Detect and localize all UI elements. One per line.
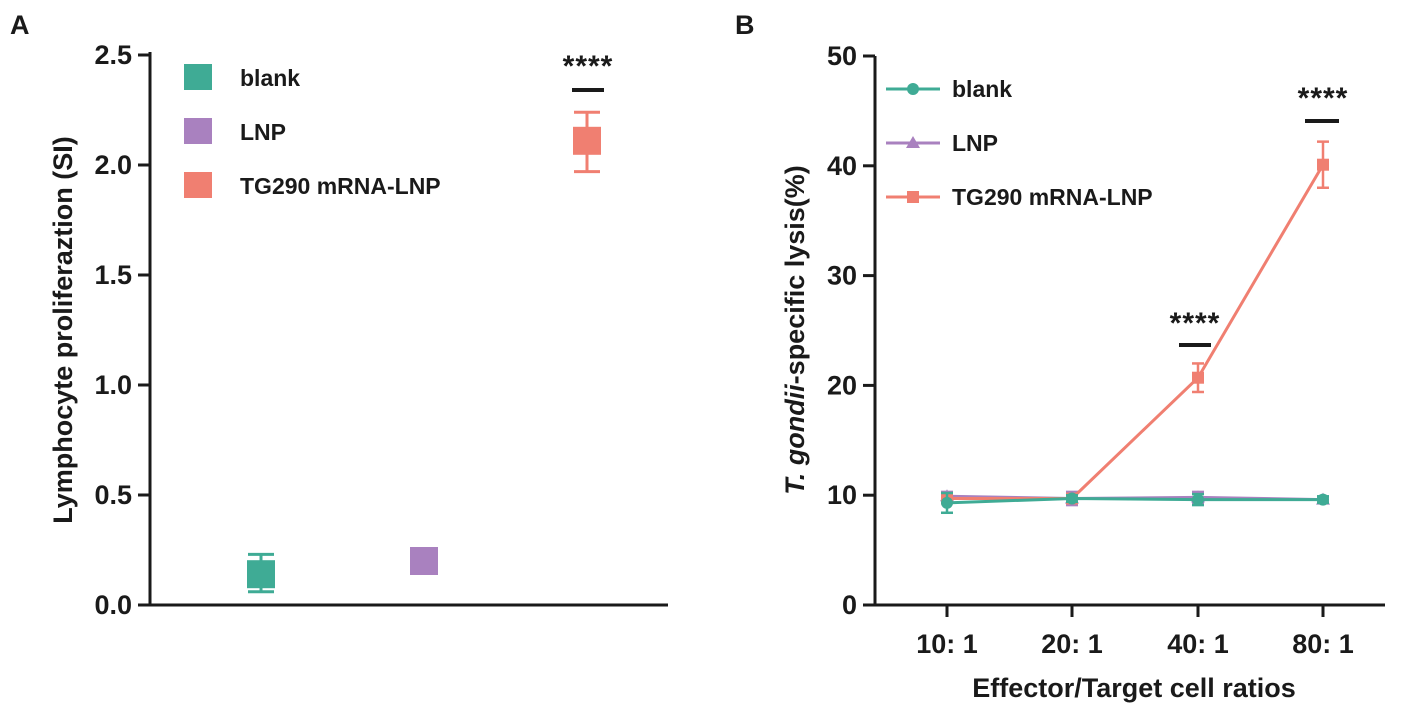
legend-marker-blank-a [184,64,212,90]
x-tick-label-b: 10: 1 [916,629,978,659]
y-tick-label-b: 50 [827,41,857,71]
legend-marker-tg290-b [907,191,919,203]
x-tick-label-b: 80: 1 [1292,629,1354,659]
significance-stars-b-80: **** [1298,82,1349,115]
legend-item-lnp-a: LNP [184,118,286,145]
data-point-blank-b [1192,493,1204,506]
significance-stars-b-40: **** [1170,307,1221,340]
legend-marker-tg290-a [184,172,212,198]
legend-item-tg290-a: TG290 mRNA-LNP [184,172,441,199]
data-point-tg290-b [1192,371,1204,384]
legend-marker-blank-b [907,83,919,95]
legend-item-lnp-b: LNP [886,130,998,156]
y-tick-label-a: 2.5 [94,40,132,70]
legend-item-blank-a: blank [184,64,300,91]
x-tick-label-b: 20: 1 [1041,629,1103,659]
legend-b: blank LNP TG290 mRNA-LNP [886,76,1153,210]
data-point-blank-a [247,560,275,589]
y-tick-label-a: 0.5 [94,480,132,510]
panel-a: A 0.0 0.5 1.0 1.5 2.0 2.5 Lymphocyte prolifer… [10,10,668,620]
data-point-tg290-b [1317,158,1329,171]
legend-marker-lnp-b [906,136,920,148]
series-line-blank-b [946,496,1323,505]
y-tick-label-b: 30 [827,261,857,291]
y-tick-label-a: 1.0 [94,370,132,400]
y-axis-title-b: T. gondii-specific lysis(%) [780,165,810,495]
y-tick-label-b: 10 [827,480,857,510]
panel-letter-b: B [735,10,755,40]
significance-a: **** [563,50,614,92]
panel-b: B 0 10 20 30 40 50 10: 1 20: 1 40: 1 80: 1 T. go… [735,10,1385,703]
data-point-blank-b [1066,492,1078,505]
y-axis-title-rest-b: -specific lysis(%) [780,165,810,384]
y-tick-label-b: 20 [827,370,857,400]
significance-stars-a: **** [563,50,614,83]
data-point-blank-b [1317,493,1329,506]
y-ticks-a: 0.0 0.5 1.0 1.5 2.0 2.5 [94,40,150,620]
y-axis-title-italic-b: T. gondii [780,384,810,495]
legend-label-blank-a: blank [240,65,300,91]
legend-label-lnp-a: LNP [240,119,286,145]
panel-letter-a: A [10,10,30,40]
y-axis-title-a: Lymphocyte proliferaztion (SI) [48,136,78,524]
legend-label-tg290-a: TG290 mRNA-LNP [240,173,441,199]
legend-item-tg290-b: TG290 mRNA-LNP [886,184,1153,210]
x-axis-title-b: Effector/Target cell ratios [972,673,1296,703]
data-marks-a [247,110,601,594]
legend-a: blank LNP TG290 mRNA-LNP [184,64,441,199]
y-tick-label-b: 0 [842,590,857,620]
x-tick-label-b: 40: 1 [1167,629,1229,659]
series-blank-b [941,491,1329,515]
significance-b-40: **** [1170,307,1221,347]
series-line-tg290-b [947,163,1325,500]
significance-b-80: **** [1298,82,1349,123]
y-tick-label-a: 0.0 [94,590,132,620]
y-tick-label-a: 1.5 [94,260,132,290]
data-marks-b [940,140,1330,515]
data-point-blank-b [941,496,953,509]
data-point-lnp-a [410,547,438,575]
legend-label-lnp-b: LNP [952,130,998,156]
data-point-tg290-a [573,126,601,155]
legend-label-blank-b: blank [952,76,1012,102]
legend-item-blank-b: blank [886,76,1012,102]
y-tick-label-a: 2.0 [94,150,132,180]
legend-marker-lnp-a [184,118,212,144]
y-ticks-b: 0 10 20 30 40 50 [827,41,875,620]
legend-label-tg290-b: TG290 mRNA-LNP [952,184,1153,210]
x-ticks-b: 10: 1 20: 1 40: 1 80: 1 [916,605,1354,659]
y-tick-label-b: 40 [827,151,857,181]
